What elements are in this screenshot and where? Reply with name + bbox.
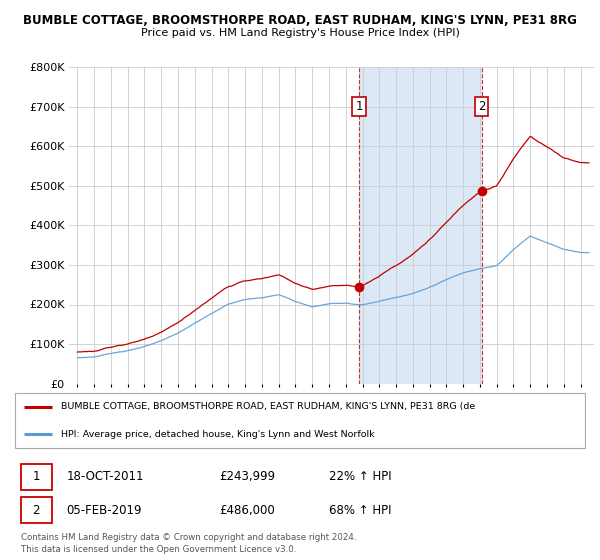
Text: £486,000: £486,000 xyxy=(220,504,275,517)
FancyBboxPatch shape xyxy=(20,464,52,490)
Text: Price paid vs. HM Land Registry's House Price Index (HPI): Price paid vs. HM Land Registry's House … xyxy=(140,28,460,38)
Text: 2: 2 xyxy=(478,100,485,113)
Text: £243,999: £243,999 xyxy=(220,470,275,483)
Text: Contains HM Land Registry data © Crown copyright and database right 2024.
This d: Contains HM Land Registry data © Crown c… xyxy=(20,533,356,554)
Text: 1: 1 xyxy=(355,100,363,113)
Text: 18-OCT-2011: 18-OCT-2011 xyxy=(67,470,144,483)
Text: 1: 1 xyxy=(32,470,40,483)
FancyBboxPatch shape xyxy=(20,497,52,524)
Text: HPI: Average price, detached house, King's Lynn and West Norfolk: HPI: Average price, detached house, King… xyxy=(61,430,374,439)
Text: 68% ↑ HPI: 68% ↑ HPI xyxy=(329,504,391,517)
Text: 22% ↑ HPI: 22% ↑ HPI xyxy=(329,470,391,483)
Bar xyxy=(359,67,482,384)
Text: 05-FEB-2019: 05-FEB-2019 xyxy=(67,504,142,517)
Text: 2: 2 xyxy=(32,504,40,517)
FancyBboxPatch shape xyxy=(15,393,585,449)
Text: BUMBLE COTTAGE, BROOMSTHORPE ROAD, EAST RUDHAM, KING'S LYNN, PE31 8RG: BUMBLE COTTAGE, BROOMSTHORPE ROAD, EAST … xyxy=(23,14,577,27)
Text: BUMBLE COTTAGE, BROOMSTHORPE ROAD, EAST RUDHAM, KING'S LYNN, PE31 8RG (de: BUMBLE COTTAGE, BROOMSTHORPE ROAD, EAST … xyxy=(61,402,475,411)
